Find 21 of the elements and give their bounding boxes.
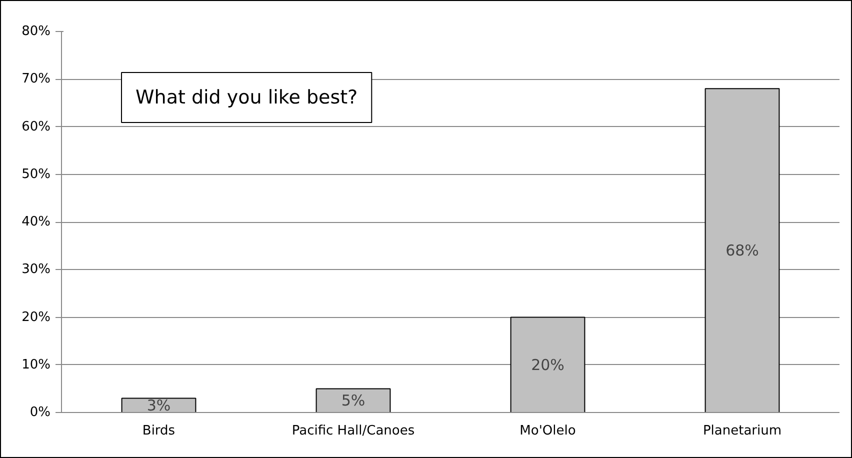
x-tick-label: Birds [142,424,176,438]
bar [316,388,391,412]
y-tick-label: 0% [30,405,50,420]
x-tick-label: Pacific Hall/Canoes [292,424,415,438]
y-tick-label: 80% [22,24,51,39]
x-tick-label: Mo'Olelo [520,424,576,438]
data-label: 3% [146,396,171,414]
data-label: 68% [726,242,759,260]
y-tick-label: 40% [22,214,51,230]
y-tick-label: 70% [22,72,51,87]
text: What did you like best? [136,86,358,108]
bar [704,88,780,412]
y-tick-label: 30% [22,262,51,278]
data-label: 20% [531,356,564,374]
bar [510,316,586,412]
data-label: 5% [341,392,366,410]
y-tick-label: 20% [22,310,51,325]
y-tick-label: 10% [22,357,51,372]
x-tick-label: Planetarium [702,424,782,438]
y-tick-label: 50% [22,166,51,182]
y-tick-label: 60% [22,119,51,134]
